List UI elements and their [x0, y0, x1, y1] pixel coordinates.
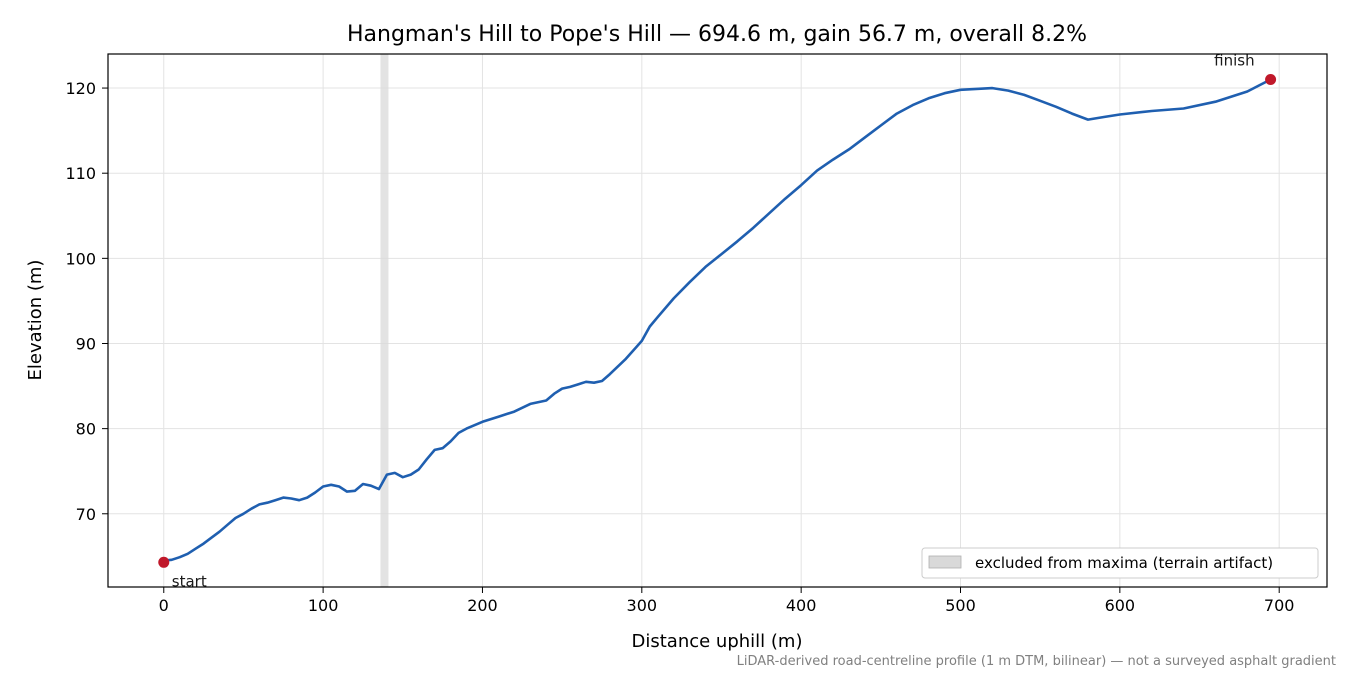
footnote: LiDAR-derived road-centreline profile (1…: [737, 654, 1336, 669]
elevation-line: [163, 78, 1272, 562]
line-layer: [163, 78, 1272, 562]
start-marker: [158, 556, 170, 568]
x-tick-label: 600: [1105, 596, 1136, 615]
excluded-band: [380, 54, 389, 587]
y-tick-label: 120: [65, 79, 96, 98]
legend-box: [921, 547, 1319, 579]
y-tick-label: 110: [65, 164, 96, 183]
tick-layer: 0 100 200 300 400 500 600 700 70 80 90 100 110 120: [65, 79, 1294, 615]
x-tick-label: 0: [159, 596, 169, 615]
x-tick-label: 700: [1264, 596, 1295, 615]
legend-label: excluded from maxima (terrain artifact): [975, 554, 1273, 572]
x-tick-label: 500: [945, 596, 976, 615]
finish-marker: [1265, 74, 1277, 86]
x-tick-label: 400: [786, 596, 817, 615]
legend-swatch: [928, 555, 962, 569]
start-label: start: [172, 572, 207, 590]
legend: excluded from maxima (terrain artifact): [921, 547, 1319, 579]
finish-label: finish: [1214, 52, 1254, 70]
plot-frame: [107, 53, 1328, 588]
x-tick-label: 300: [627, 596, 658, 615]
marker-layer: start finish: [158, 52, 1277, 590]
y-tick-label: 80: [76, 420, 96, 439]
chart-title: Hangman's Hill to Pope's Hill — 694.6 m,…: [347, 22, 1087, 47]
x-axis-label: Distance uphill (m): [632, 631, 803, 652]
x-tick-label: 200: [467, 596, 498, 615]
y-tick-label: 100: [65, 249, 96, 268]
x-tick-label: 100: [308, 596, 339, 615]
y-tick-label: 70: [76, 505, 96, 524]
grid: [108, 54, 1327, 587]
y-axis-label: Elevation (m): [25, 260, 46, 381]
y-tick-label: 90: [76, 334, 96, 353]
excluded-band-layer: [380, 54, 389, 587]
